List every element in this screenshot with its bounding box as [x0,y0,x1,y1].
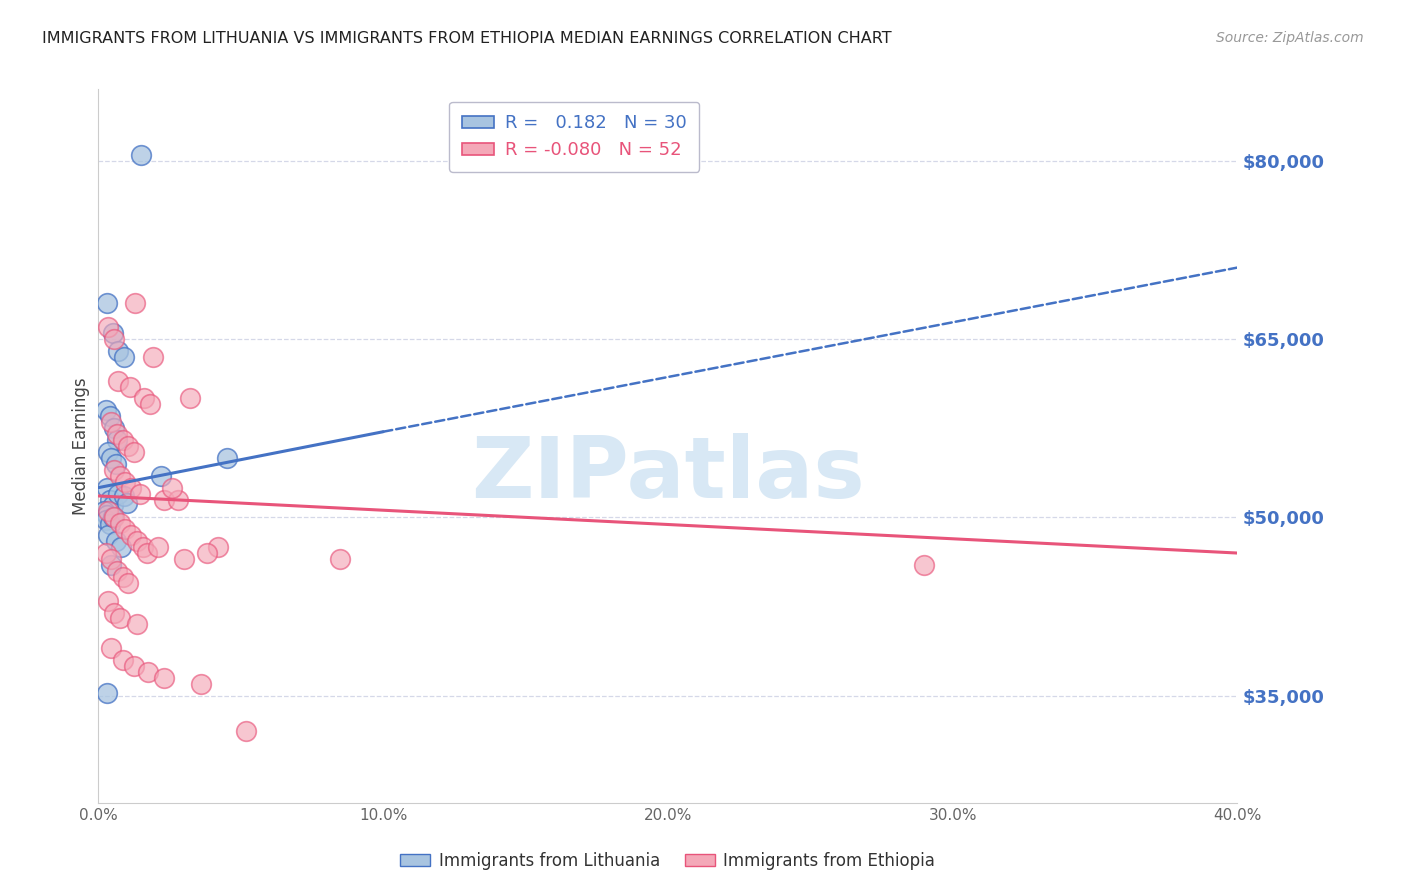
Point [100,552,122,566]
Point [94,513,117,527]
Point [101,510,124,524]
Point [128,486,150,500]
Point [103,421,125,435]
Point [235,724,257,739]
Point [105,433,128,447]
Point [110,540,132,554]
Point [132,392,155,406]
Point [153,492,176,507]
Point [108,516,131,531]
Point [129,147,152,161]
Point [215,450,238,465]
Point [148,540,170,554]
Point [120,528,142,542]
Point [108,468,131,483]
Point [135,546,157,560]
Point [103,510,125,524]
Point [96,508,118,522]
Point [117,439,139,453]
Point [329,552,352,566]
Point [98,517,121,532]
Point [167,492,190,507]
Point [105,564,128,578]
Point [100,641,122,656]
Point [97,445,120,459]
Point [101,326,124,340]
Point [103,332,125,346]
Point [114,522,136,536]
Text: Source: ZipAtlas.com: Source: ZipAtlas.com [1216,31,1364,45]
Point [162,481,184,495]
Point [97,504,120,518]
Point [115,496,138,510]
Point [141,350,163,364]
Point [100,415,122,429]
Point [150,468,173,483]
Point [190,677,212,691]
Point [103,606,125,620]
Point [103,463,125,477]
Point [98,492,121,507]
Point [101,499,124,513]
Point [111,653,134,667]
Text: IMMIGRANTS FROM LITHUANIA VS IMMIGRANTS FROM ETHIOPIA MEDIAN EARNINGS CORRELATIO: IMMIGRANTS FROM LITHUANIA VS IMMIGRANTS … [42,31,891,46]
Legend: Immigrants from Lithuania, Immigrants from Ethiopia: Immigrants from Lithuania, Immigrants fr… [394,846,942,877]
Point [122,445,145,459]
Point [120,481,142,495]
Point [96,296,118,310]
Point [122,659,145,673]
Point [131,540,153,554]
Point [105,427,128,442]
Point [125,617,148,632]
Point [117,575,139,590]
Point [136,665,159,679]
Point [195,546,218,560]
Point [108,611,131,625]
Point [100,558,122,572]
Point [179,392,201,406]
Point [112,489,135,503]
Point [107,374,129,388]
Point [97,528,120,542]
Point [96,481,118,495]
Point [124,296,146,310]
Point [100,450,122,465]
Point [97,320,120,334]
Point [138,397,160,411]
Point [112,350,135,364]
Point [104,534,127,549]
Text: ZIPatlas: ZIPatlas [471,433,865,516]
Point [114,475,136,489]
Point [107,486,129,500]
Point [107,343,129,358]
Point [98,409,121,424]
Point [118,379,141,393]
Point [153,671,176,685]
Point [912,558,935,572]
Point [94,546,117,560]
Point [94,403,117,417]
Point [207,540,229,554]
Point [97,593,120,607]
Point [125,534,148,549]
Point [96,686,118,700]
Point [104,457,127,471]
Point [173,552,195,566]
Y-axis label: Median Earnings: Median Earnings [72,377,90,515]
Point [111,433,134,447]
Point [93,504,115,518]
Point [111,570,134,584]
